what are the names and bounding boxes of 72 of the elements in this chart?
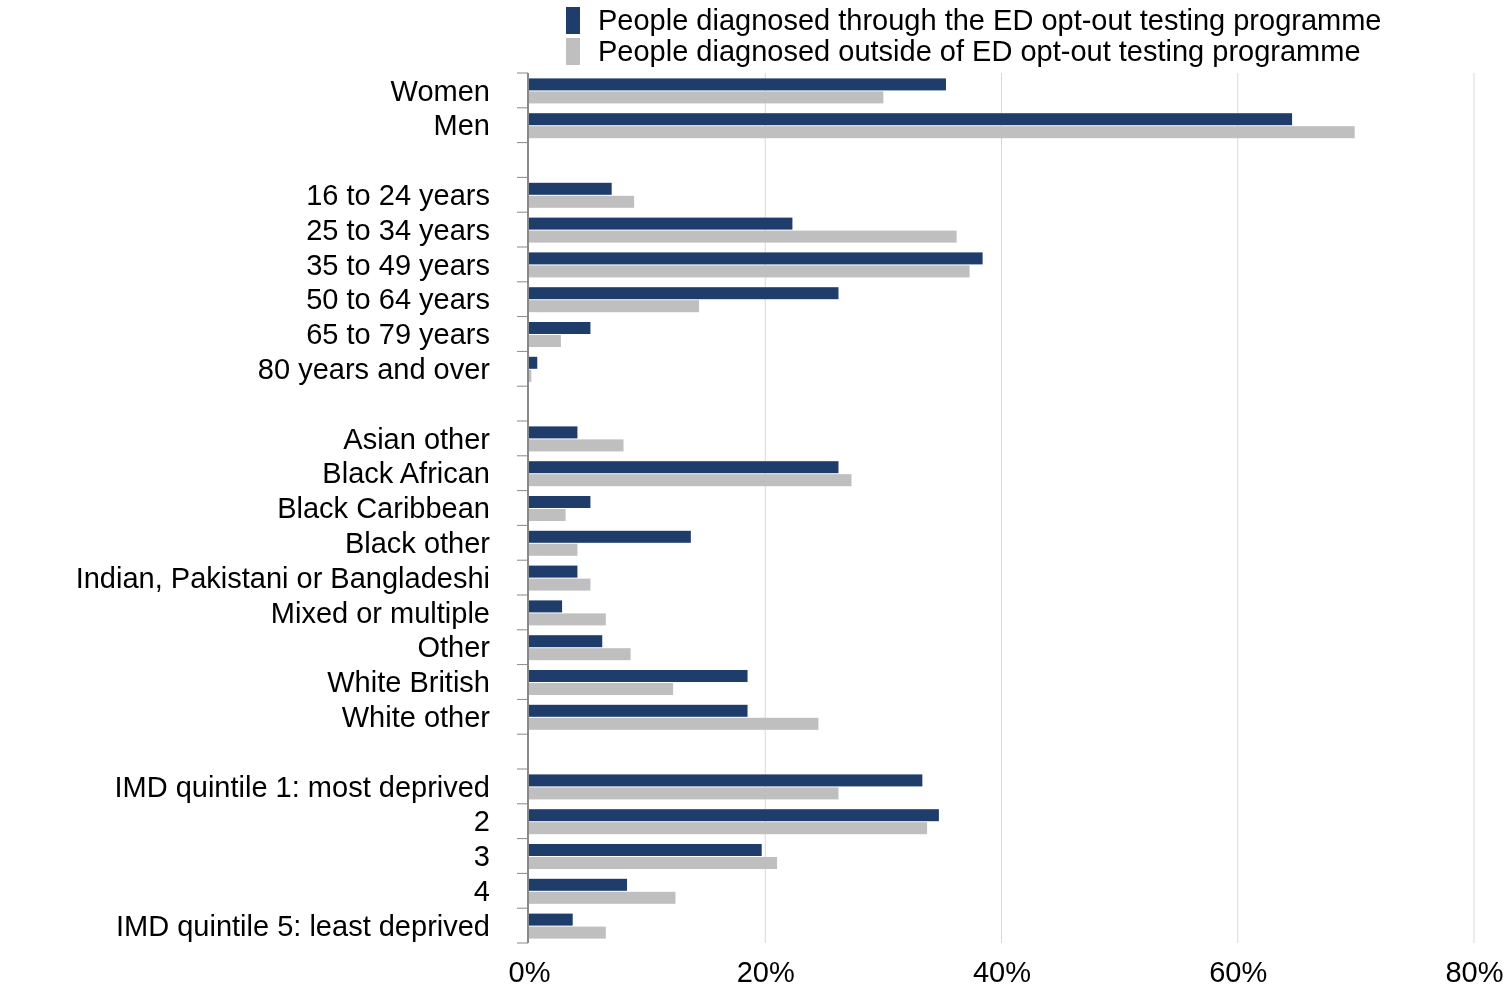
bar — [529, 670, 748, 682]
y-tick-label: Asian other — [343, 422, 491, 455]
bar — [529, 265, 970, 278]
bar — [529, 857, 778, 869]
legend-label: People diagnosed outside of ED opt-out testing programme — [598, 35, 1361, 68]
bar — [529, 126, 1355, 139]
bar — [529, 78, 946, 91]
legend-label: People diagnosed through the ED opt-out testing programme — [598, 4, 1382, 37]
y-tick-label: Other — [417, 631, 491, 664]
bar — [529, 578, 591, 591]
x-tick-label: 0% — [508, 955, 551, 988]
bar — [529, 496, 591, 508]
bar — [529, 913, 573, 926]
y-tick-label: 4 — [473, 874, 490, 907]
bar — [529, 878, 628, 891]
bar — [529, 509, 566, 521]
bar — [529, 683, 674, 695]
y-tick-label: 65 to 79 years — [306, 318, 490, 351]
bar — [529, 335, 561, 347]
bar — [529, 530, 691, 543]
y-tick-label: 25 to 34 years — [306, 213, 490, 246]
y-tick-label: 3 — [473, 840, 490, 873]
bar — [529, 822, 928, 835]
x-tick-label: 60% — [1209, 955, 1268, 988]
bar — [529, 217, 793, 230]
y-tick-label: Mixed or multiple — [270, 596, 490, 629]
y-tick-label: Women — [390, 74, 490, 107]
y-tick-label: 50 to 64 years — [306, 283, 490, 316]
bar — [529, 300, 700, 313]
bar — [529, 113, 1293, 126]
y-tick-label: 35 to 49 years — [306, 248, 490, 281]
bar — [529, 809, 939, 822]
bar — [529, 230, 957, 243]
bar — [529, 543, 578, 556]
bar — [529, 439, 624, 452]
bar — [529, 844, 762, 856]
y-tick-label: IMD quintile 5: least deprived — [116, 909, 490, 942]
y-tick-label: Men — [433, 109, 490, 142]
bar — [529, 426, 578, 439]
bar — [529, 648, 631, 661]
y-tick-label: IMD quintile 1: most deprived — [114, 770, 490, 803]
bar — [529, 635, 603, 648]
bar — [529, 787, 839, 800]
bar — [529, 195, 635, 208]
bar — [529, 774, 923, 787]
bar — [529, 91, 884, 104]
y-tick-label: Black other — [344, 526, 491, 559]
bar — [529, 322, 591, 334]
y-tick-label: 80 years and over — [257, 352, 491, 385]
x-tick-label: 80% — [1445, 955, 1504, 988]
bar — [529, 704, 748, 717]
bar — [529, 600, 563, 613]
bar — [529, 252, 983, 265]
bar — [529, 474, 852, 487]
y-tick-label: 16 to 24 years — [306, 178, 490, 211]
y-tick-label: Black Caribbean — [277, 492, 490, 525]
bar — [529, 926, 606, 939]
y-tick-label: White other — [341, 700, 491, 733]
y-tick-label: White British — [327, 666, 490, 699]
bar — [529, 461, 839, 474]
y-tick-label: 2 — [473, 805, 490, 838]
bar — [529, 717, 819, 730]
bar — [529, 565, 578, 578]
bar — [529, 356, 538, 369]
x-tick-label: 40% — [972, 955, 1032, 988]
bar — [529, 287, 839, 300]
y-tick-label: Black African — [322, 457, 490, 490]
x-tick-label: 20% — [736, 955, 795, 988]
bar — [529, 891, 676, 904]
bar — [529, 182, 612, 195]
bar — [529, 613, 606, 626]
y-tick-label: Indian, Pakistani or Bangladeshi — [75, 561, 490, 594]
